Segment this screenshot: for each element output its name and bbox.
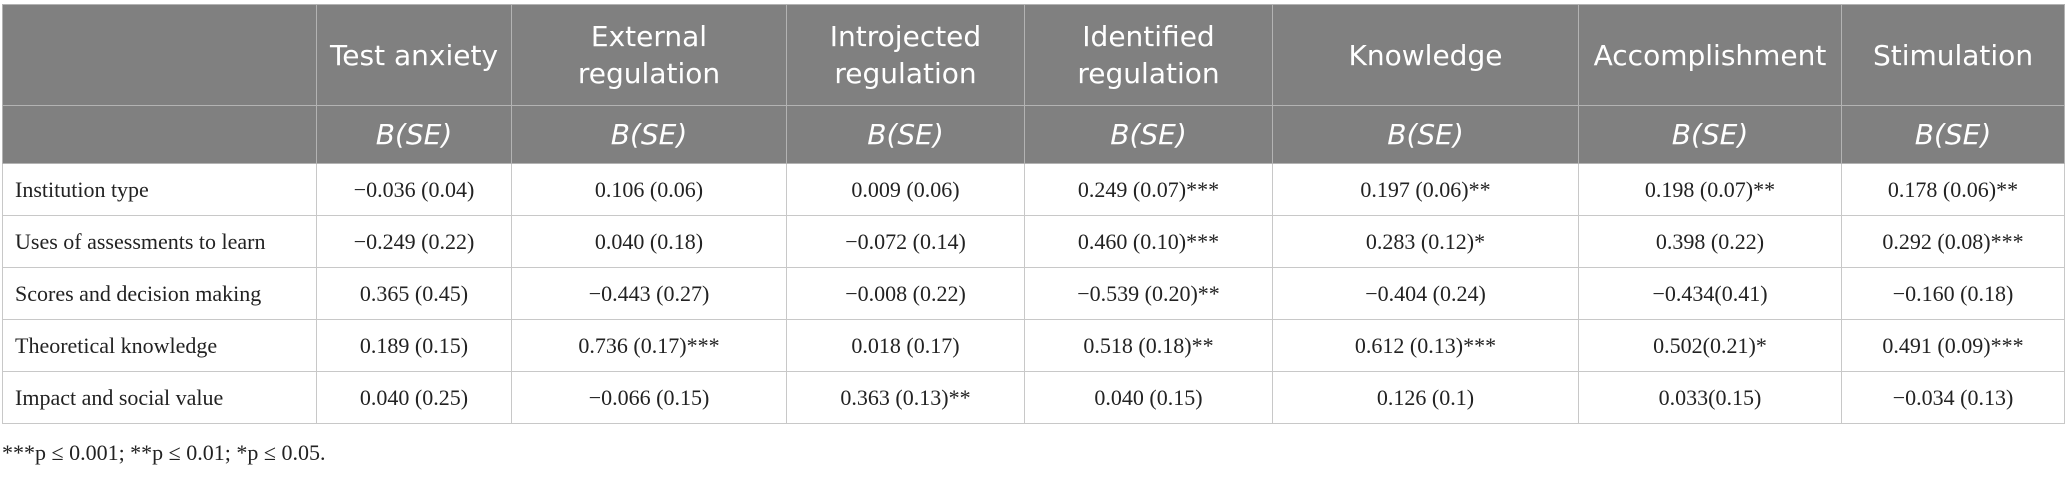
table-cell: −0.443 (0.27) [511,267,787,320]
table-cell: 0.197 (0.06)** [1272,163,1579,216]
table-cell: 0.398 (0.22) [1578,215,1842,268]
column-header: Introjected regulation [786,4,1025,106]
column-subheader: B(SE) [316,105,512,164]
table-cell: −0.066 (0.15) [511,371,787,424]
table-cell: 0.502(0.21)* [1578,319,1842,372]
table-cell: 0.292 (0.08)*** [1841,215,2065,268]
table-cell: −0.036 (0.04) [316,163,512,216]
table-cell: 0.460 (0.10)*** [1024,215,1273,268]
table-cell: 0.365 (0.45) [316,267,512,320]
table-cell: −0.404 (0.24) [1272,267,1579,320]
table-cell: 0.126 (0.1) [1272,371,1579,424]
results-table: Test anxiety External regulation Introject… [2,4,2065,424]
column-header: Accomplishment [1578,4,1842,106]
table-row: Scores and decision making 0.365 (0.45) −0… [2,267,2065,320]
table-cell: −0.008 (0.22) [786,267,1025,320]
column-header: External regulation [511,4,787,106]
column-subheader: B(SE) [1841,105,2065,164]
footnote: ***p ≤ 0.001; **p ≤ 0.01; *p ≤ 0.05. [2,440,326,465]
table-cell: 0.033(0.15) [1578,371,1842,424]
table-cell: 0.491 (0.09)*** [1841,319,2065,372]
table-row: Uses of assessments to learn −0.249 (0.22… [2,215,2065,268]
row-label: Institution type [2,163,317,216]
column-subheader: B(SE) [511,105,787,164]
table-body: Institution type −0.036 (0.04) 0.106 (0.06… [2,163,2065,424]
table-cell: 0.198 (0.07)** [1578,163,1842,216]
table-cell: −0.539 (0.20)** [1024,267,1273,320]
table-cell: 0.612 (0.13)*** [1272,319,1579,372]
table-row: Impact and social value 0.040 (0.25) −0.06… [2,371,2065,424]
corner-cell [2,105,317,164]
column-header: Test anxiety [316,4,512,106]
table-cell: 0.736 (0.17)*** [511,319,787,372]
table-cell: 0.283 (0.12)* [1272,215,1579,268]
table-cell: 0.018 (0.17) [786,319,1025,372]
table-cell: 0.040 (0.25) [316,371,512,424]
column-subheader: B(SE) [786,105,1025,164]
table-cell: 0.249 (0.07)*** [1024,163,1273,216]
corner-cell [2,4,317,106]
table-cell: −0.249 (0.22) [316,215,512,268]
row-label: Theoretical knowledge [2,319,317,372]
row-label: Scores and decision making [2,267,317,320]
table-row: Theoretical knowledge 0.189 (0.15) 0.736 (… [2,319,2065,372]
table-cell: −0.434(0.41) [1578,267,1842,320]
table-row: Institution type −0.036 (0.04) 0.106 (0.06… [2,163,2065,216]
header-row: Test anxiety External regulation Introject… [2,4,2065,106]
row-label: Impact and social value [2,371,317,424]
table-head: Test anxiety External regulation Introject… [2,4,2065,164]
column-header: Stimulation [1841,4,2065,106]
column-header: Identified regulation [1024,4,1273,106]
table-cell: −0.160 (0.18) [1841,267,2065,320]
column-subheader: B(SE) [1024,105,1273,164]
subheader-row: B(SE) B(SE) B(SE) B(SE) B(SE) B(SE) B(SE) [2,105,2065,164]
table-cell: −0.034 (0.13) [1841,371,2065,424]
column-header: Knowledge [1272,4,1579,106]
table-cell: −0.072 (0.14) [786,215,1025,268]
table-cell: 0.106 (0.06) [511,163,787,216]
table-cell: 0.009 (0.06) [786,163,1025,216]
row-label: Uses of assessments to learn [2,215,317,268]
table-cell: 0.518 (0.18)** [1024,319,1273,372]
table-cell: 0.189 (0.15) [316,319,512,372]
table-cell: 0.040 (0.15) [1024,371,1273,424]
column-subheader: B(SE) [1578,105,1842,164]
table-cell: 0.040 (0.18) [511,215,787,268]
table-cell: 0.363 (0.13)** [786,371,1025,424]
table-cell: 0.178 (0.06)** [1841,163,2065,216]
column-subheader: B(SE) [1272,105,1579,164]
